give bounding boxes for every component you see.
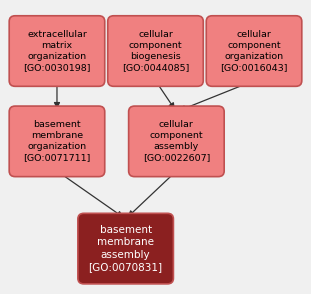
FancyBboxPatch shape — [129, 106, 224, 177]
Text: extracellular
matrix
organization
[GO:0030198]: extracellular matrix organization [GO:00… — [23, 30, 91, 72]
FancyBboxPatch shape — [206, 16, 302, 86]
FancyBboxPatch shape — [78, 213, 174, 284]
FancyBboxPatch shape — [108, 16, 203, 86]
Text: cellular
component
assembly
[GO:0022607]: cellular component assembly [GO:0022607] — [143, 120, 210, 163]
FancyBboxPatch shape — [9, 106, 105, 177]
FancyBboxPatch shape — [9, 16, 105, 86]
Text: cellular
component
biogenesis
[GO:0044085]: cellular component biogenesis [GO:004408… — [122, 30, 189, 72]
Text: basement
membrane
organization
[GO:0071711]: basement membrane organization [GO:00717… — [23, 120, 91, 163]
Text: cellular
component
organization
[GO:0016043]: cellular component organization [GO:0016… — [220, 30, 288, 72]
Text: basement
membrane
assembly
[GO:0070831]: basement membrane assembly [GO:0070831] — [89, 225, 163, 272]
